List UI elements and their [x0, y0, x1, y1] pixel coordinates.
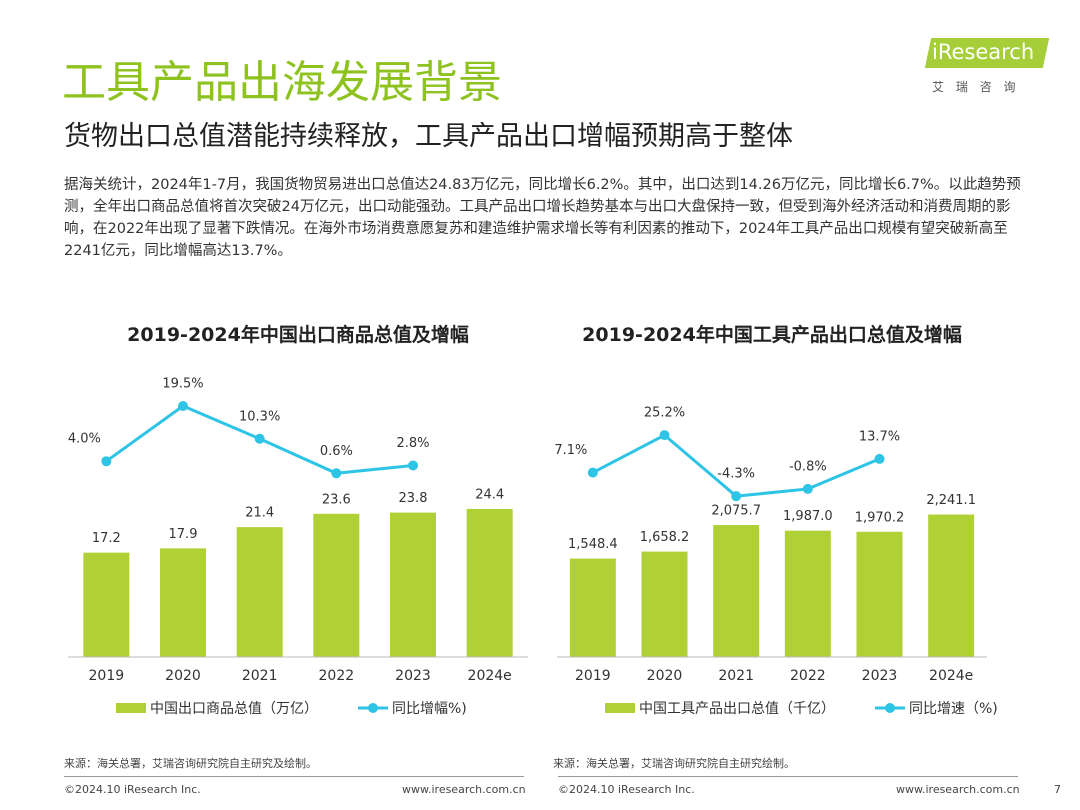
bar	[466, 508, 513, 657]
line-point	[659, 430, 670, 441]
line	[592, 433, 881, 498]
bar	[236, 527, 283, 657]
divider	[64, 776, 524, 777]
data-label: 24.4	[475, 487, 504, 502]
copyright: ©2024.10 iResearch Inc.	[64, 783, 201, 796]
subtitle: 货物出口总值潜能持续释放，工具产品出口增幅预期高于整体	[64, 121, 793, 152]
logo-brand: iResearch	[932, 40, 1035, 64]
line-point	[254, 433, 265, 444]
line-point	[331, 468, 342, 479]
data-label: 2,241.1	[926, 493, 976, 508]
x-tick-label: 2020	[647, 668, 683, 684]
x-tick-label: 2021	[718, 668, 754, 684]
x-tick-label: 2023	[862, 668, 898, 684]
data-label: 2.8%	[396, 436, 429, 451]
x-tick-label: 2024e	[468, 668, 512, 684]
x-tick-label: 2019	[89, 668, 125, 684]
bar	[713, 525, 760, 657]
body-text: 据海关统计，2024年1-7月，我国货物贸易进出口总值达24.83万亿元，同比增…	[64, 177, 1021, 259]
copyright: ©2024.10 iResearch Inc.	[558, 783, 695, 796]
data-label: 13.7%	[859, 429, 900, 444]
line-point	[101, 456, 112, 467]
data-label: 17.2	[92, 531, 121, 546]
divider	[558, 776, 1018, 777]
data-label: 1,548.4	[568, 537, 618, 552]
legend-label: 中国工具产品出口总值（千亿）	[639, 701, 835, 717]
data-label: 1,970.2	[855, 510, 905, 525]
bar	[641, 551, 688, 657]
line-point	[731, 491, 742, 502]
data-label: 7.1%	[554, 443, 587, 458]
url: www.iresearch.com.cn	[402, 783, 526, 796]
page-number: 7	[1054, 783, 1061, 796]
data-label: 23.6	[322, 492, 351, 507]
x-tick-label: 2022	[790, 668, 826, 684]
line-point	[587, 467, 598, 478]
legend-swatch	[885, 703, 895, 713]
x-tick-label: 2019	[575, 668, 611, 684]
data-label: 2,075.7	[711, 504, 761, 519]
source: 来源：海关总署，艾瑞咨询研究院自主研究绘制。	[553, 756, 795, 770]
legend-label: 同比增速（%)	[909, 701, 998, 717]
data-label: 4.0%	[68, 432, 101, 447]
data-label: 1,987.0	[783, 509, 833, 524]
bar	[83, 552, 130, 657]
legend-label: 同比增幅%)	[392, 701, 467, 717]
legend-swatch	[116, 703, 146, 713]
source: 来源：海关总署，艾瑞咨询研究院自主研究及绘制。	[64, 756, 317, 770]
bar	[569, 558, 616, 657]
data-label: 17.9	[169, 527, 198, 542]
line-point	[408, 460, 418, 471]
data-label: -0.8%	[789, 459, 827, 474]
data-label: 1,658.2	[640, 530, 690, 545]
x-tick-label: 2021	[242, 668, 278, 684]
x-tick-label: 2024e	[929, 668, 973, 684]
x-tick-label: 2023	[395, 668, 431, 684]
legend-swatch	[368, 703, 378, 713]
line-point	[802, 483, 813, 494]
logo-sub: 艾 瑞 咨 询	[932, 80, 1020, 94]
legend-label: 中国出口商品总值（万亿）	[150, 701, 318, 717]
line-point	[874, 453, 885, 464]
data-label: 23.8	[399, 491, 428, 506]
chart-title: 2019-2024年中国出口商品总值及增幅	[127, 324, 469, 346]
legend-swatch	[605, 703, 635, 713]
data-label: 21.4	[245, 506, 274, 521]
url: www.iresearch.com.cn	[896, 783, 1020, 796]
data-label: 0.6%	[320, 444, 353, 459]
bar	[160, 548, 206, 657]
slide-title: 工具产品出海发展背景	[62, 57, 502, 108]
data-label: -4.3%	[717, 467, 755, 482]
bar	[784, 530, 831, 657]
line-point	[178, 401, 188, 412]
x-tick-label: 2022	[319, 668, 355, 684]
bar	[313, 513, 360, 657]
data-label: 10.3%	[239, 409, 280, 424]
bar	[390, 512, 436, 657]
data-label: 25.2%	[644, 406, 685, 421]
data-label: 19.5%	[162, 377, 203, 392]
x-tick-label: 2020	[165, 668, 201, 684]
bar	[928, 514, 975, 657]
chart-title: 2019-2024年中国工具产品出口总值及增幅	[582, 324, 962, 346]
bar	[856, 531, 903, 657]
